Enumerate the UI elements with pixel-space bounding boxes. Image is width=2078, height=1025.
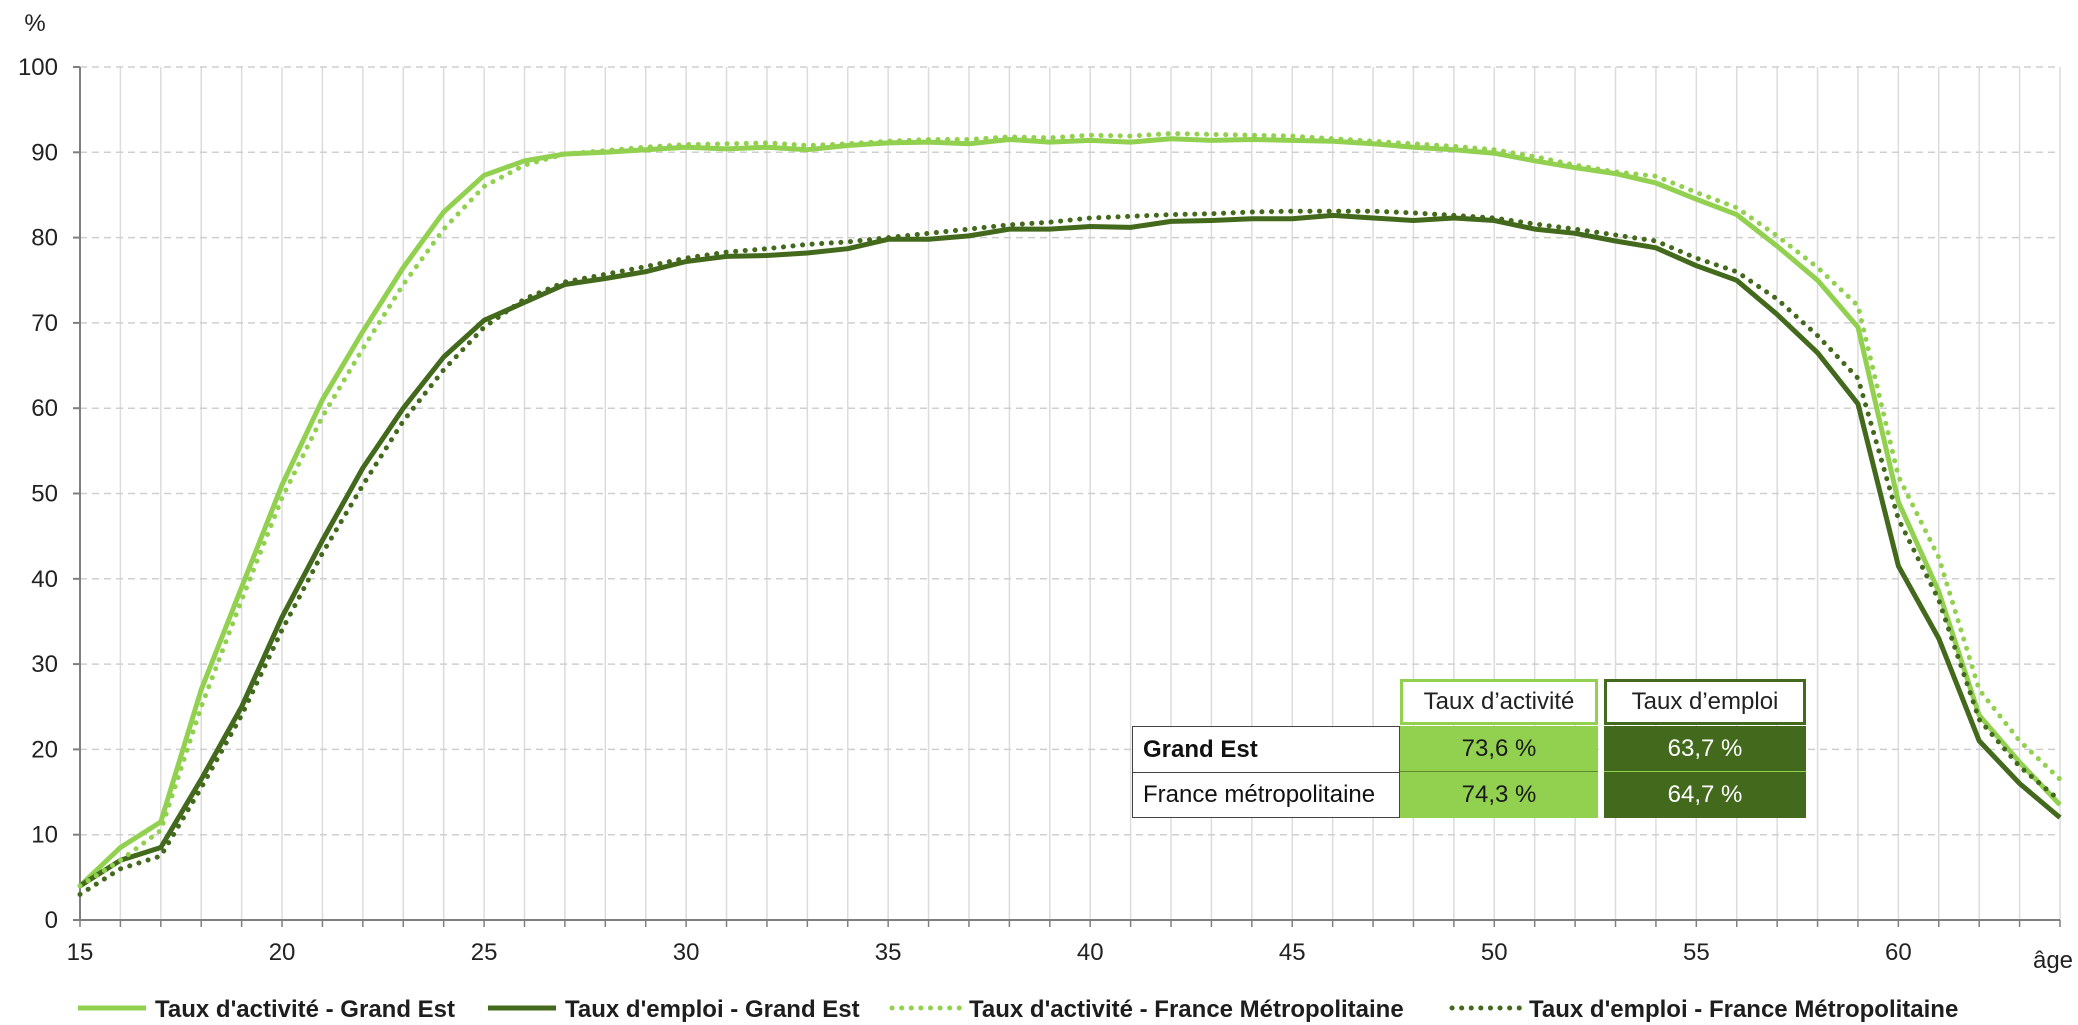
table-cell-emploi-grand-est: 63,7 % [1604,726,1806,772]
y-tick-label: 80 [31,225,58,252]
legend: Taux d'activité - Grand Est Taux d'emploi… [78,996,1958,1023]
table-header-activite: Taux d’activité [1400,679,1598,725]
y-axis-unit: % [24,10,45,37]
x-tick-label: 35 [875,939,902,966]
x-tick-label: 55 [1683,939,1710,966]
x-axis-unit: âge [2033,947,2073,974]
x-tick-label: 25 [471,939,498,966]
legend-label-2: Taux d'emploi - Grand Est [565,996,860,1023]
y-tick-label: 30 [31,651,58,678]
y-tick-label: 10 [31,822,58,849]
y-tick-label: 50 [31,481,58,508]
table-row-label-france: France métropolitaine [1132,772,1400,818]
y-tick-label: 70 [31,310,58,337]
y-tick-label: 20 [31,736,58,763]
x-tick-label: 50 [1481,939,1508,966]
series-line-3 [77,131,2063,889]
legend-label-1: Taux d'activité - Grand Est [155,996,455,1023]
y-tick-label: 60 [31,395,58,422]
table-cell-activite-grand-est: 73,6 % [1400,726,1598,772]
legend-label-3: Taux d'activité - France Métropolitaine [969,996,1404,1023]
table-header-emploi: Taux d’emploi [1604,679,1806,725]
series-line-1 [78,136,2062,888]
x-tick-label: 60 [1885,939,1912,966]
x-tick-label: 30 [673,939,700,966]
series-lines [77,131,2063,897]
series-line-4 [77,208,2063,897]
series-line-2 [78,212,2062,889]
y-tick-label: 0 [45,907,58,934]
x-tick-label: 45 [1279,939,1306,966]
tick-labels: 0 10 20 30 40 50 60 70 80 90 100 15 20 25 30 35 40 45 50 55… [18,54,1912,966]
axes [73,66,2061,927]
x-tick-label: 15 [67,939,94,966]
summary-table: Taux d’activité Taux d’emploi Grand Est … [1132,679,1808,819]
table-cell-emploi-france: 64,7 % [1604,772,1806,818]
y-tick-label: 100 [18,54,58,81]
table-cell-activite-france: 74,3 % [1400,772,1598,818]
y-tick-label: 40 [31,566,58,593]
y-tick-label: 90 [31,139,58,166]
legend-label-4: Taux d'emploi - France Métropolitaine [1529,996,1958,1023]
x-tick-label: 40 [1077,939,1104,966]
x-tick-label: 20 [269,939,296,966]
table-row-label-grand-est: Grand Est [1132,726,1400,772]
